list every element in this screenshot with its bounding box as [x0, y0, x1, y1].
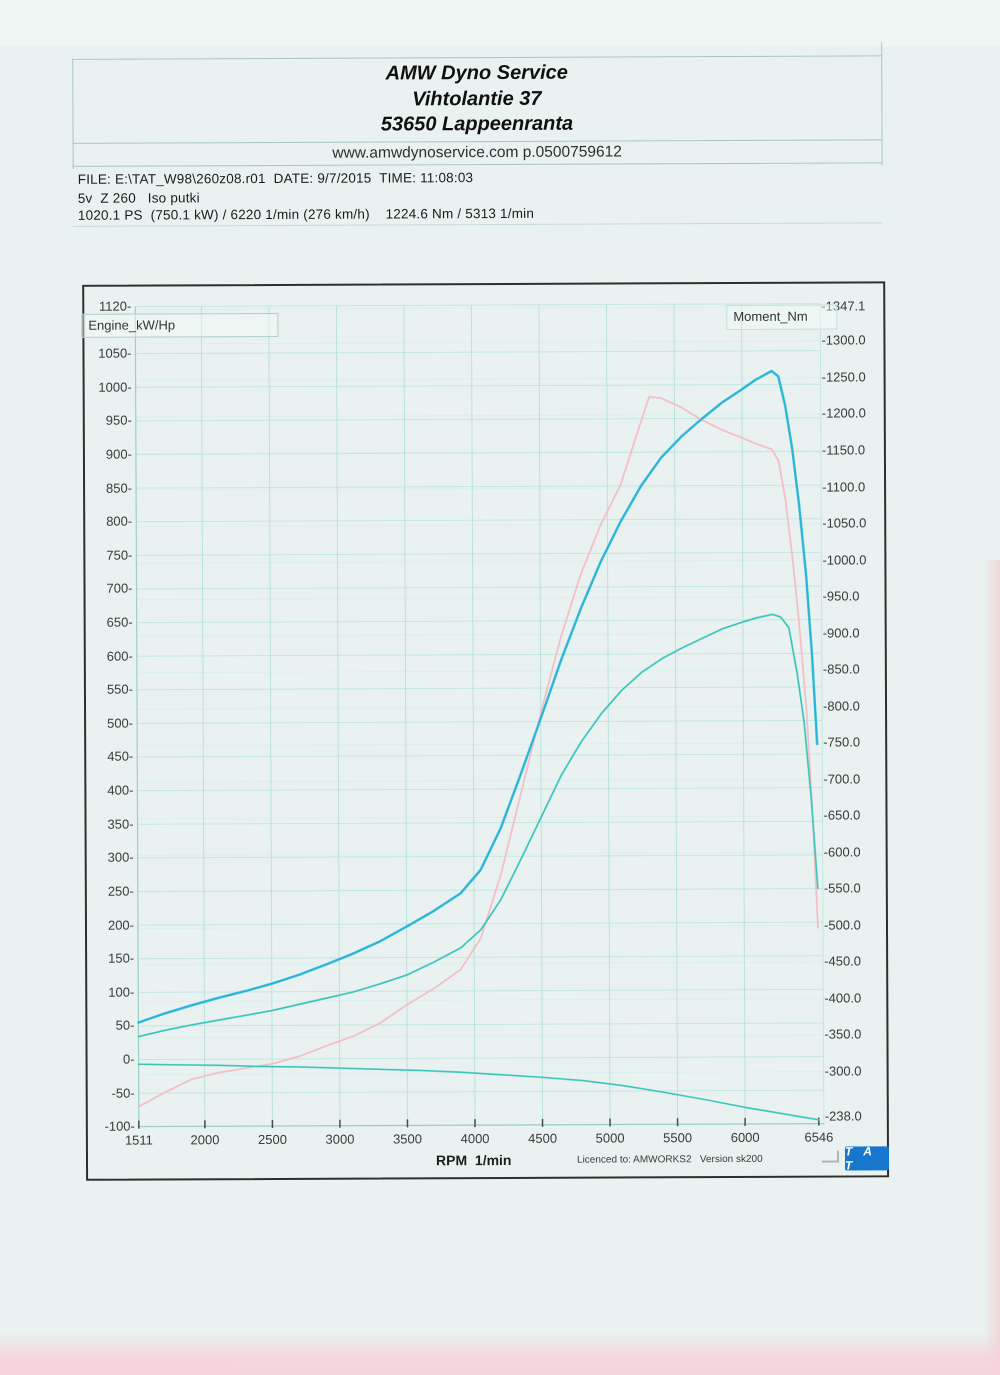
left-axis-tick: 700-: [106, 580, 133, 597]
right-axis-legend: Moment_Nm: [726, 304, 838, 331]
curve-drag_losses_kW: [137, 1063, 820, 1121]
right-axis-tick: -850.0: [822, 661, 860, 677]
right-axis-tick: -1000.0: [822, 551, 867, 568]
left-axis-tick: 550-: [106, 681, 133, 697]
right-axis-tick: -238.0: [824, 1108, 862, 1124]
left-axis-tick: -50-: [111, 1085, 135, 1101]
left-axis-tick: 400-: [107, 782, 134, 798]
left-axis-tick: 900-: [105, 446, 132, 462]
x-axis-tick: 1511: [124, 1132, 153, 1148]
x-axis-tick: 3500: [393, 1131, 423, 1147]
right-axis-tick: -1300.0: [821, 332, 866, 349]
scan-artifact-bottom-band: [0, 1333, 1000, 1375]
curve-wheel_power_kW: [137, 613, 819, 1038]
right-axis-tick: -1250.0: [821, 369, 866, 385]
left-axis-tick: 500-: [107, 715, 134, 731]
left-axis-tick: 0-: [122, 1051, 135, 1067]
right-axis-tick: -450.0: [824, 953, 862, 969]
logo-bracket-mark: [821, 1150, 840, 1163]
right-axis-tick: -950.0: [822, 588, 860, 604]
right-axis-tick: -350.0: [824, 1026, 862, 1043]
right-axis-tick: -400.0: [824, 990, 862, 1006]
curve-engine_power_PS: [137, 369, 819, 1024]
left-axis-tick: 1050-: [98, 345, 132, 361]
x-axis-title: RPM 1/min: [435, 1151, 512, 1169]
left-axis-legend: Engine_kW/Hp: [81, 312, 279, 338]
right-axis-tick: -900.0: [822, 625, 860, 641]
left-axis-tick: 850-: [106, 480, 133, 496]
x-axis-tick: 6000: [730, 1129, 760, 1145]
page-margin: [0, 0, 1000, 46]
right-axis-tick: -600.0: [823, 844, 861, 860]
right-axis-tick: -500.0: [823, 917, 861, 933]
tat-logo: T A T: [845, 1144, 890, 1172]
x-axis-tick: 3000: [325, 1131, 355, 1147]
left-axis-tick: 750-: [106, 547, 133, 563]
x-axis-tick: 5000: [595, 1130, 625, 1146]
right-axis-tick: -750.0: [823, 734, 861, 750]
left-axis-tick: 1000-: [98, 379, 132, 395]
scan-artifact-right-edge: [984, 560, 1000, 1375]
left-axis-tick: 1120-: [98, 298, 132, 314]
license-text: Licenced to: AMWORKS2 Version sk200: [576, 1153, 763, 1166]
x-axis-tick: 2500: [257, 1131, 287, 1148]
left-axis-tick: 950-: [105, 412, 132, 428]
left-axis-tick: 100-: [108, 984, 135, 1000]
x-axis-tick: 2000: [190, 1132, 220, 1148]
left-axis-tick: 800-: [106, 513, 133, 529]
right-axis-tick: -1200.0: [821, 405, 866, 422]
curve-torque_Nm: [137, 395, 819, 1108]
x-axis-tick: 5500: [663, 1130, 693, 1146]
left-axis-tick: 150-: [108, 950, 135, 966]
left-axis-tick: 600-: [106, 648, 133, 664]
right-axis-tick: -550.0: [823, 880, 861, 896]
x-axis-tick: 4000: [460, 1131, 490, 1147]
left-axis-tick: 650-: [106, 614, 133, 630]
right-axis-tick: -1100.0: [822, 478, 866, 495]
right-axis-tick: -1050.0: [822, 515, 867, 531]
x-axis-tick: 4500: [528, 1130, 558, 1146]
right-axis-tick: -650.0: [823, 807, 861, 823]
left-axis-tick: 50-: [115, 1017, 135, 1034]
left-axis-tick: 300-: [107, 849, 134, 866]
left-axis-tick: 250-: [107, 883, 134, 899]
right-axis-tick: -700.0: [823, 771, 861, 787]
left-axis-tick: 200-: [107, 917, 135, 933]
left-axis-tick: 350-: [107, 816, 134, 832]
right-axis-tick: -800.0: [822, 698, 860, 714]
x-axis-tick: 6546: [804, 1129, 834, 1145]
left-axis-tick: 450-: [107, 749, 134, 765]
right-axis-tick: -1150.0: [821, 442, 866, 458]
right-axis-tick: -300.0: [824, 1063, 862, 1079]
